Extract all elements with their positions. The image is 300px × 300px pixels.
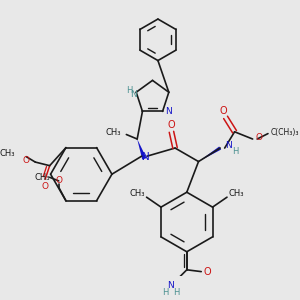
Text: O: O xyxy=(220,106,228,116)
Text: H: H xyxy=(126,86,132,95)
Text: CH₃: CH₃ xyxy=(105,128,121,137)
Text: O: O xyxy=(42,182,49,191)
Text: O: O xyxy=(23,156,30,165)
Text: N: N xyxy=(142,152,150,162)
Polygon shape xyxy=(137,139,146,160)
Text: CH₃: CH₃ xyxy=(34,173,50,182)
Text: O: O xyxy=(204,267,212,277)
Text: O: O xyxy=(255,133,262,142)
Text: N: N xyxy=(226,141,232,150)
Text: H: H xyxy=(162,288,168,297)
Text: H: H xyxy=(173,288,179,297)
Text: CH₃: CH₃ xyxy=(228,189,244,198)
Text: N: N xyxy=(130,89,137,98)
Text: N: N xyxy=(166,107,172,116)
Text: C(CH₃)₃: C(CH₃)₃ xyxy=(271,128,299,137)
Text: CH₃: CH₃ xyxy=(0,149,15,158)
Text: O: O xyxy=(168,120,175,130)
Text: N: N xyxy=(167,280,174,290)
Text: CH₃: CH₃ xyxy=(130,189,145,198)
Polygon shape xyxy=(199,146,221,162)
Text: O: O xyxy=(55,176,62,185)
Text: H: H xyxy=(232,147,238,156)
